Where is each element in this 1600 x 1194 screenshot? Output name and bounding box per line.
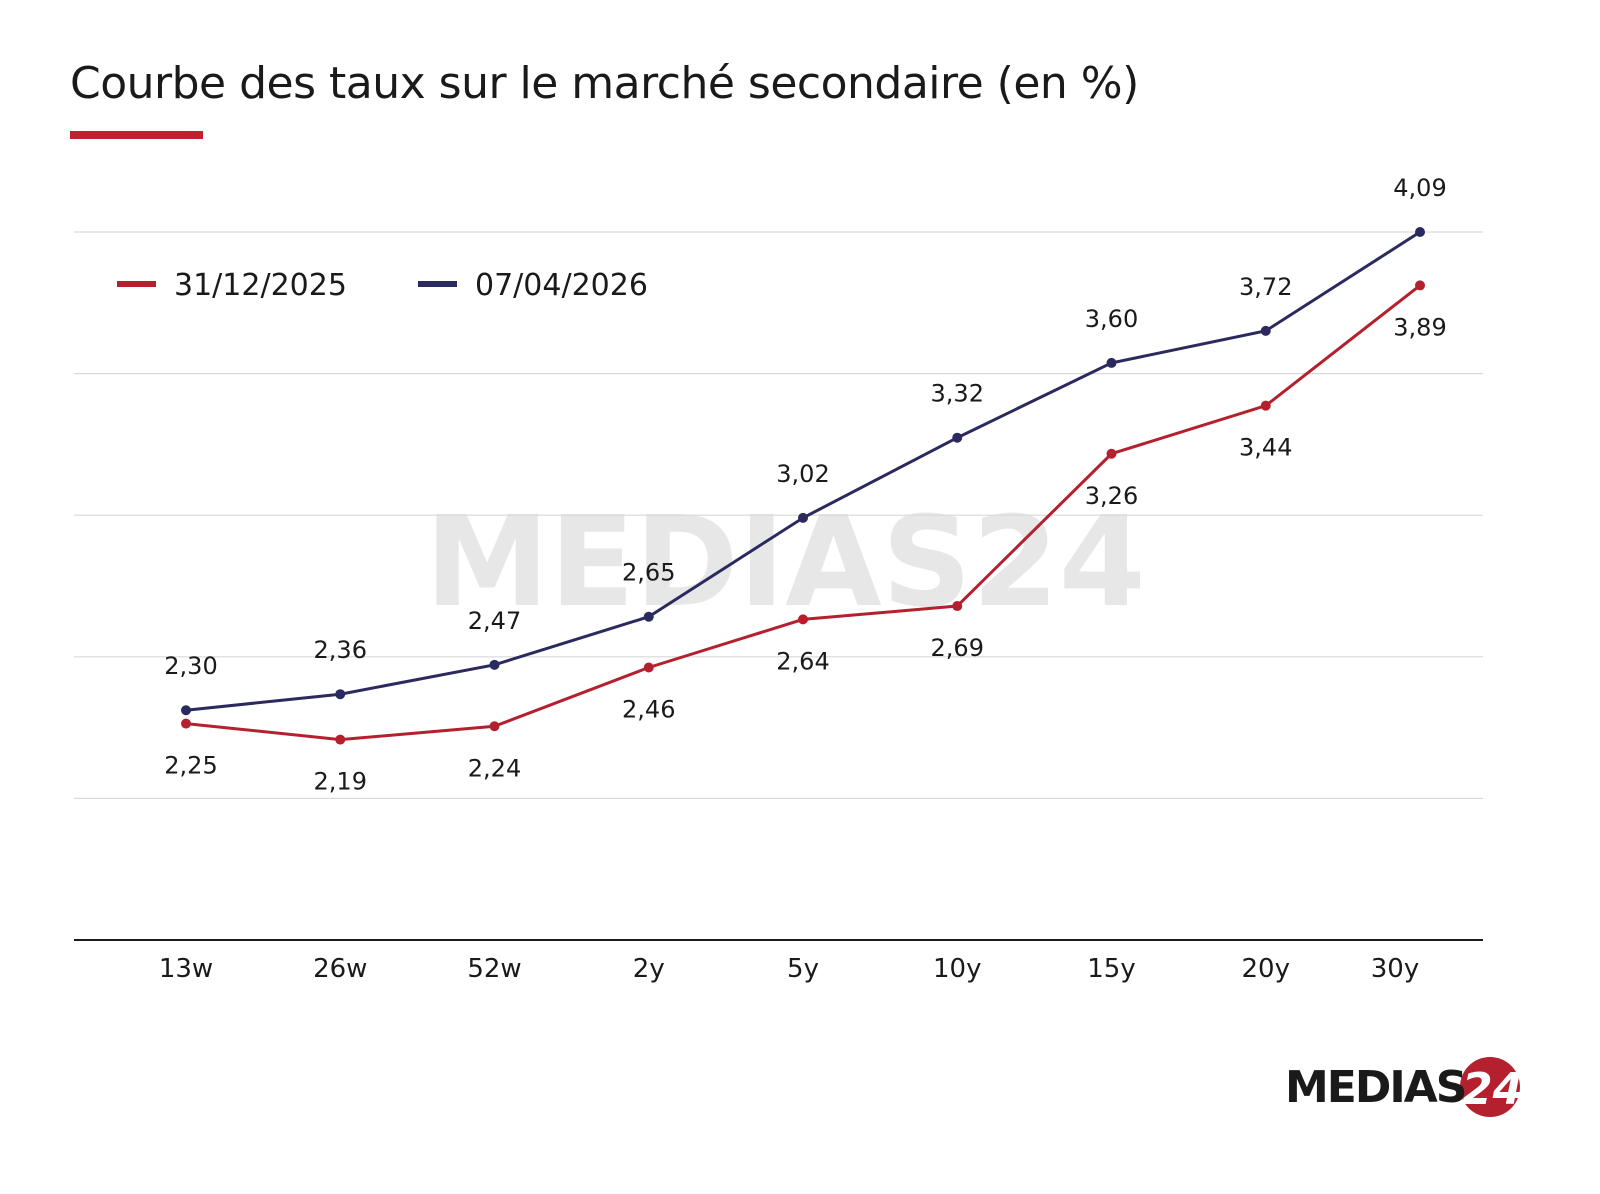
data-point bbox=[181, 705, 191, 716]
data-point bbox=[1260, 325, 1271, 336]
data-point bbox=[1415, 280, 1425, 291]
data-point bbox=[798, 512, 808, 523]
data-label: 2,64 bbox=[776, 647, 829, 675]
data-point bbox=[643, 611, 654, 622]
data-point bbox=[643, 662, 654, 673]
data-point bbox=[952, 432, 963, 443]
data-label: 3,60 bbox=[1085, 305, 1138, 333]
watermark-text: MEDIAS24 bbox=[425, 490, 1146, 635]
x-tick-label: 13w bbox=[159, 954, 213, 984]
data-label: 2,69 bbox=[931, 634, 984, 662]
data-label: 2,25 bbox=[164, 752, 217, 780]
data-point bbox=[489, 659, 500, 670]
data-label: 3,44 bbox=[1239, 434, 1292, 462]
data-label: 3,72 bbox=[1239, 273, 1292, 301]
data-label: 3,26 bbox=[1085, 482, 1138, 510]
data-point bbox=[798, 614, 808, 625]
legend: 31/12/2025 07/04/2026 bbox=[117, 268, 648, 303]
data-label: 2,19 bbox=[314, 768, 367, 796]
title-underline bbox=[70, 131, 203, 139]
chart-title: Courbe des taux sur le marché secondaire… bbox=[70, 58, 1139, 109]
legend-label: 31/12/2025 bbox=[174, 268, 347, 303]
data-point bbox=[181, 718, 191, 729]
data-point bbox=[335, 689, 346, 700]
data-label: 2,46 bbox=[622, 695, 675, 723]
medias24-logo: MEDIAS 24 bbox=[1285, 1057, 1523, 1117]
data-label: 3,32 bbox=[931, 380, 984, 408]
data-label: 2,24 bbox=[468, 754, 521, 782]
data-label: 3,89 bbox=[1393, 313, 1446, 341]
data-label: 4,09 bbox=[1393, 174, 1446, 202]
data-label: 2,36 bbox=[314, 636, 367, 664]
data-point bbox=[335, 734, 346, 745]
data-point bbox=[1415, 227, 1425, 237]
data-point bbox=[489, 721, 500, 732]
svg-text:MEDIAS: MEDIAS bbox=[1285, 1062, 1465, 1113]
data-point bbox=[1106, 357, 1117, 368]
watermark: MEDIAS24 bbox=[425, 490, 1146, 635]
x-tick-label: 2y bbox=[633, 954, 665, 984]
data-label: 2,65 bbox=[622, 559, 675, 587]
legend-label: 07/04/2026 bbox=[475, 268, 648, 303]
x-tick-label: 10y bbox=[933, 954, 981, 984]
x-tick-label: 30y bbox=[1371, 954, 1419, 984]
x-tick-label: 26w bbox=[313, 954, 367, 984]
data-point bbox=[1260, 400, 1271, 411]
data-point bbox=[952, 601, 963, 612]
x-tick-label: 5y bbox=[787, 954, 819, 984]
data-label: 2,30 bbox=[164, 652, 217, 680]
data-label: 2,47 bbox=[468, 607, 521, 635]
data-label: 3,02 bbox=[776, 460, 829, 488]
x-tick-label: 15y bbox=[1087, 954, 1135, 984]
x-tick-label: 52w bbox=[467, 954, 521, 984]
data-point bbox=[1106, 448, 1117, 459]
svg-text:24: 24 bbox=[1462, 1064, 1523, 1115]
x-tick-label: 20y bbox=[1242, 954, 1290, 984]
